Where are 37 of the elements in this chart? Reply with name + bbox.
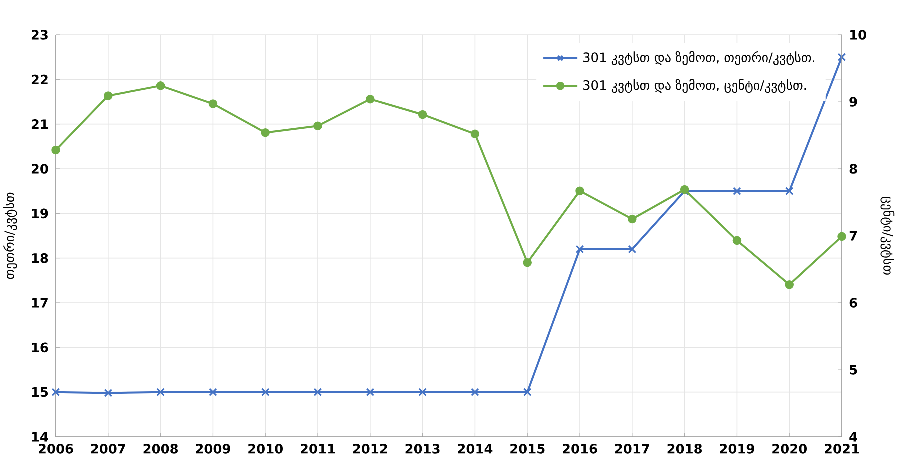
- x-tick-label: 2017: [615, 444, 650, 454]
- x-tick-label: 2016: [563, 444, 598, 454]
- x-tick-label: 2018: [668, 444, 702, 454]
- x-tick-label: 2012: [353, 444, 388, 454]
- x-tick-label: 2013: [406, 444, 440, 454]
- x-tick-label: 2020: [772, 444, 808, 454]
- y-tick-label: 20: [32, 164, 48, 174]
- y2-tick-label: 8: [850, 164, 858, 174]
- y-tick-label: 14: [32, 432, 48, 442]
- x-tick-label: 2007: [91, 444, 126, 454]
- y-tick-label: 21: [32, 120, 48, 130]
- y-tick-label: 16: [32, 342, 48, 353]
- y-axis-title: თეთრი/კვტსთ: [3, 192, 18, 280]
- y-tick-label: 18: [32, 253, 48, 264]
- x-tick-label: 2006: [39, 444, 74, 454]
- y-tick-label: 17: [32, 298, 48, 308]
- y2-tick-label: 7: [850, 231, 858, 241]
- y-tick-label: 23: [32, 30, 48, 40]
- y2-tick-label: 6: [850, 298, 858, 308]
- y-tick-label: 19: [32, 208, 48, 219]
- y2-axis-title: ცენტი/კვტსთ: [880, 196, 895, 275]
- y2-tick-label: 9: [850, 97, 858, 107]
- x-tick-label: 2010: [248, 444, 283, 454]
- x-tick-label: 2021: [825, 444, 860, 454]
- x-tick-label: 2014: [458, 444, 493, 454]
- x-tick-label: 2015: [510, 444, 545, 454]
- y-tick-label: 22: [32, 74, 48, 84]
- legend-label: 301 კვტსთ და ზემოთ, თეთრი/კვტსთ.: [584, 51, 815, 66]
- y2-tick-label: 10: [850, 30, 866, 40]
- x-tick-label: 2008: [144, 444, 178, 454]
- legend-label: 301 კვტსთ და ზემოთ, ცენტი/კვტსთ.: [584, 79, 806, 94]
- x-tick-label: 2009: [196, 444, 230, 454]
- x-tick-label: 2019: [720, 444, 754, 454]
- y-tick-label: 15: [32, 388, 48, 398]
- y2-tick-label: 5: [850, 365, 858, 375]
- y2-tick-label: 4: [850, 432, 858, 442]
- x-tick-label: 2011: [301, 444, 336, 454]
